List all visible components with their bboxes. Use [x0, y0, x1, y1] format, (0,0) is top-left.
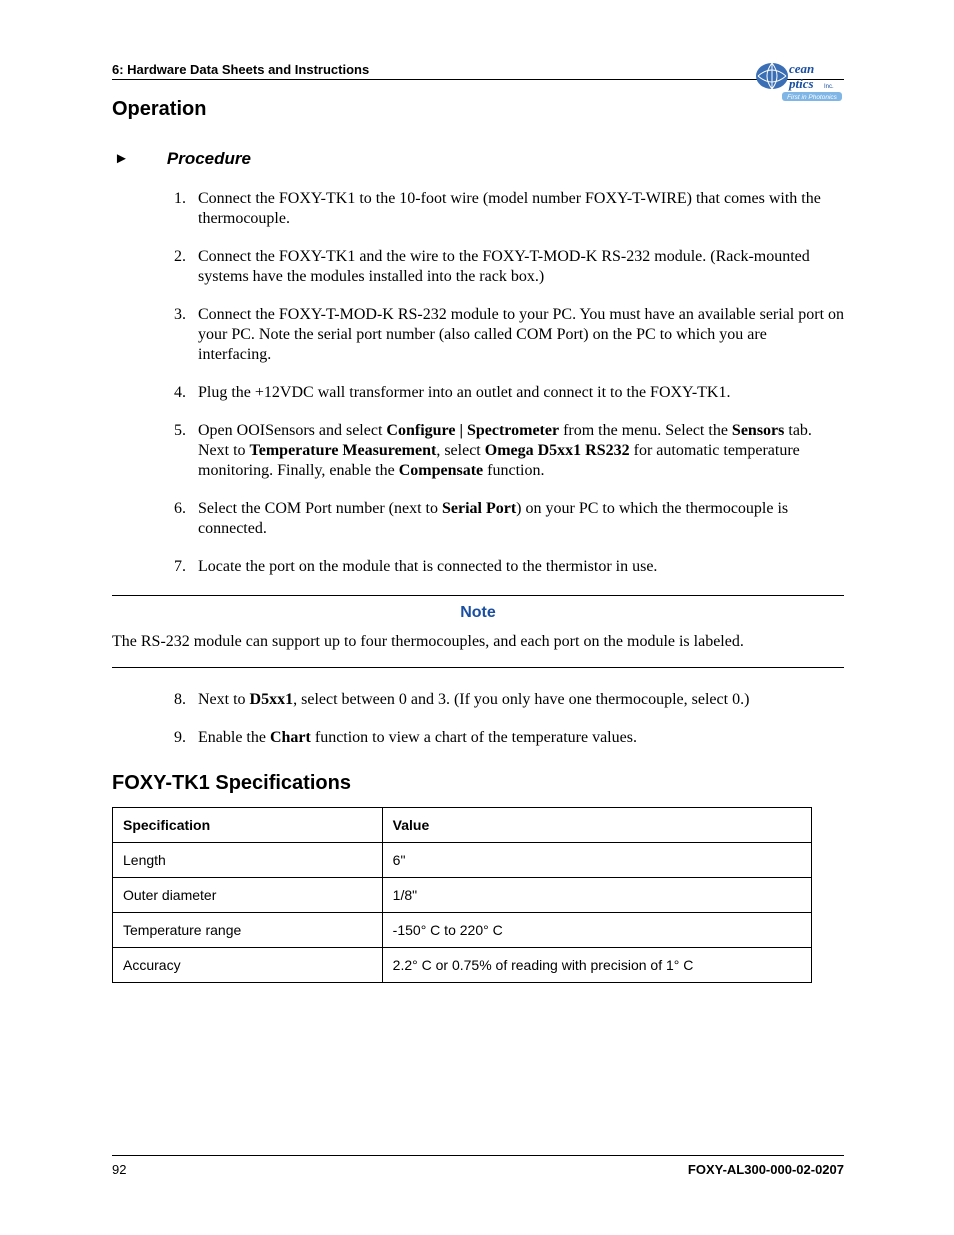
table-cell: Accuracy — [113, 947, 383, 982]
logo-text-1: cean — [789, 61, 814, 76]
page-number: 92 — [112, 1162, 126, 1177]
procedure-step: Connect the FOXY-TK1 to the 10-foot wire… — [190, 189, 844, 229]
note-block: Note The RS-232 module can support up to… — [112, 595, 844, 668]
procedure-step: Connect the FOXY-T-MOD-K RS-232 module t… — [190, 305, 844, 365]
page-header: 6: Hardware Data Sheets and Instructions — [112, 62, 844, 80]
table-row: Length6" — [113, 842, 812, 877]
table-cell: 1/8" — [382, 877, 811, 912]
chapter-title: 6: Hardware Data Sheets and Instructions — [112, 62, 369, 77]
table-cell: Outer diameter — [113, 877, 383, 912]
table-cell: -150° C to 220° C — [382, 912, 811, 947]
table-cell: Length — [113, 842, 383, 877]
table-row: Temperature range-150° C to 220° C — [113, 912, 812, 947]
table-cell: 2.2° C or 0.75% of reading with precisio… — [382, 947, 811, 982]
procedure-heading: ► Procedure — [112, 149, 844, 169]
spec-title: FOXY-TK1 Specifications — [112, 772, 844, 795]
triangle-icon: ► — [114, 151, 129, 168]
table-row: Outer diameter1/8" — [113, 877, 812, 912]
spec-table: Specification Value Length6"Outer diamet… — [112, 807, 812, 983]
logo-text-2: ptics — [788, 76, 814, 91]
procedure-step: Select the COM Port number (next to Seri… — [190, 499, 844, 539]
table-cell: 6" — [382, 842, 811, 877]
procedure-step: Open OOISensors and select Configure | S… — [190, 421, 844, 481]
procedure-step: Next to D5xx1, select between 0 and 3. (… — [190, 690, 844, 710]
procedure-list-a: Connect the FOXY-TK1 to the 10-foot wire… — [112, 189, 844, 577]
note-title: Note — [112, 604, 844, 622]
note-body: The RS-232 module can support up to four… — [112, 632, 844, 653]
procedure-list-b: Next to D5xx1, select between 0 and 3. (… — [112, 690, 844, 748]
logo-tagline: First in Photonics — [787, 94, 838, 101]
col-value: Value — [382, 807, 811, 842]
table-cell: Temperature range — [113, 912, 383, 947]
section-operation: Operation — [112, 98, 844, 121]
procedure-step: Plug the +12VDC wall transformer into an… — [190, 383, 844, 403]
table-row: Accuracy2.2° C or 0.75% of reading with … — [113, 947, 812, 982]
ocean-optics-logo: cean ptics Inc. First in Photonics — [752, 58, 844, 109]
logo-inc: Inc. — [824, 84, 834, 90]
procedure-label: Procedure — [167, 149, 251, 169]
doc-id: FOXY-AL300-000-02-0207 — [688, 1162, 844, 1177]
procedure-step: Locate the port on the module that is co… — [190, 557, 844, 577]
procedure-step: Connect the FOXY-TK1 and the wire to the… — [190, 247, 844, 287]
col-spec: Specification — [113, 807, 383, 842]
page-footer: 92 FOXY-AL300-000-02-0207 — [112, 1155, 844, 1177]
procedure-step: Enable the Chart function to view a char… — [190, 728, 844, 748]
table-header-row: Specification Value — [113, 807, 812, 842]
